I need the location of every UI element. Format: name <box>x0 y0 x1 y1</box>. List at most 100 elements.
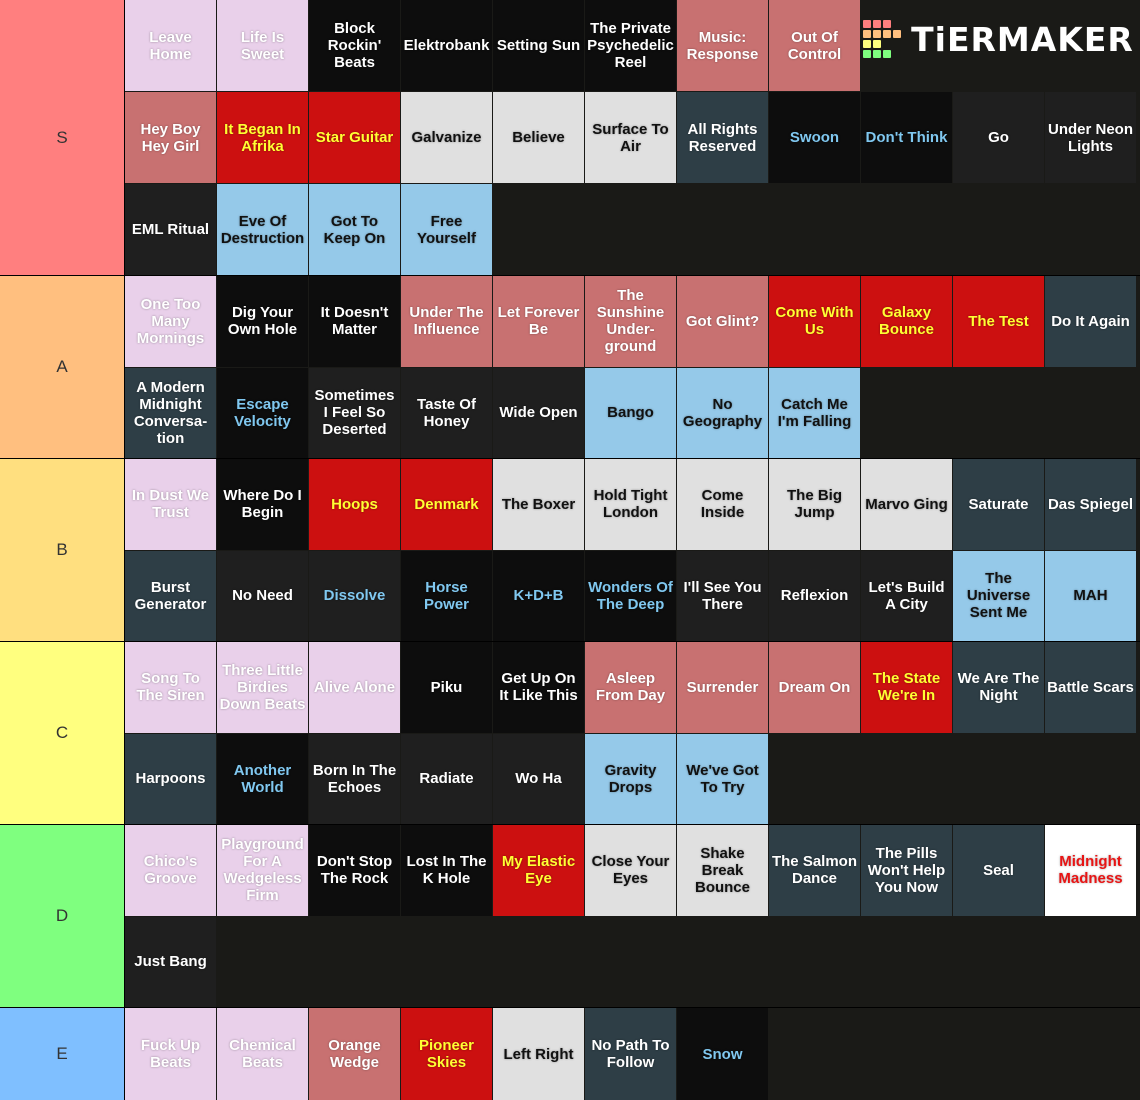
tier-item: Hoops <box>309 459 400 550</box>
tier-item: Under Neon Lights <box>1045 92 1136 183</box>
tier-item: Believe <box>493 92 584 183</box>
logo-text: TiERMAKER <box>911 20 1134 59</box>
tier-item: All Rights Reserved <box>677 92 768 183</box>
tier-item: The State We're In <box>861 642 952 733</box>
tier-item: Just Bang <box>125 916 216 1007</box>
tier-item: Hold Tight London <box>585 459 676 550</box>
tier-item: Left Right <box>493 1008 584 1100</box>
tier-item: Let Forever Be <box>493 276 584 367</box>
tier-row: C Song To The Siren Three Little Birdies D… <box>0 642 1140 824</box>
tier-item: Bango <box>585 367 676 458</box>
tier-item: Eve Of Destruction <box>217 184 308 275</box>
tier-item: Catch Me I'm Falling <box>769 367 860 458</box>
tier-item: K+D+B <box>493 550 584 641</box>
tier-item: It Doesn't Matter <box>309 276 400 367</box>
tier-item: Come With Us <box>769 276 860 367</box>
tier-item: Playground For A Wedgeless Firm <box>217 825 308 916</box>
tier-item: Dream On <box>769 642 860 733</box>
tier-item: Lost In The K Hole <box>401 825 492 916</box>
tier-item: Swoon <box>769 92 860 183</box>
tier-item: Piku <box>401 642 492 733</box>
tier-item: The Big Jump <box>769 459 860 550</box>
tier-item: Harpoons <box>125 733 216 824</box>
tier-item: Song To The Siren <box>125 642 216 733</box>
tier-item: Shake Break Bounce <box>677 825 768 916</box>
tier-item: Another World <box>217 733 308 824</box>
tier-item: Under The Influence <box>401 276 492 367</box>
tier-item: Denmark <box>401 459 492 550</box>
tier-items: In Dust We Trust Where Do I Begin Hoops Den… <box>125 459 1140 641</box>
tier-item: Wo Ha <box>493 733 584 824</box>
tier-item: In Dust We Trust <box>125 459 216 550</box>
tier-item: Out Of Control <box>769 0 860 91</box>
tier-item: It Began In Afrika <box>217 92 308 183</box>
tier-item: The Pills Won't Help You Now <box>861 825 952 916</box>
tier-item: Free Yourself <box>401 184 492 275</box>
tier-item: Leave Home <box>125 0 216 91</box>
tier-item: Gravity Drops <box>585 733 676 824</box>
tier-item: Hey Boy Hey Girl <box>125 92 216 183</box>
tier-label: A <box>0 276 124 458</box>
tier-row: E Fuck Up Beats Chemical Beats Orange Wedge… <box>0 1008 1140 1100</box>
tier-items: Leave Home Life Is Sweet Block Rockin' Bea… <box>125 0 1140 275</box>
tier-item: Asleep From Day <box>585 642 676 733</box>
tier-items: Chico's Groove Playground For A Wedgeless… <box>125 825 1140 1007</box>
tier-item: Surrender <box>677 642 768 733</box>
tier-item: Reflexion <box>769 550 860 641</box>
tier-item: I'll See You There <box>677 550 768 641</box>
tier-item: Come Inside <box>677 459 768 550</box>
tier-item: Let's Build A City <box>861 550 952 641</box>
tier-item: The Test <box>953 276 1044 367</box>
tier-row: A One Too Many Mornings Dig Your Own Hole I… <box>0 276 1140 458</box>
tier-item: Dig Your Own Hole <box>217 276 308 367</box>
tier-item: Close Your Eyes <box>585 825 676 916</box>
tier-item: Alive Alone <box>309 642 400 733</box>
tier-label: B <box>0 459 124 641</box>
tier-item: MAH <box>1045 550 1136 641</box>
tier-item: Midnight Madness <box>1045 825 1136 916</box>
tier-row: D Chico's Groove Playground For A Wedgeles… <box>0 825 1140 1007</box>
tier-item: Galvanize <box>401 92 492 183</box>
tier-item: Radiate <box>401 733 492 824</box>
tier-item: Do It Again <box>1045 276 1136 367</box>
tier-item: Where Do I Begin <box>217 459 308 550</box>
tier-item: Born In The Echoes <box>309 733 400 824</box>
tier-item: We Are The Night <box>953 642 1044 733</box>
logo: TiERMAKER <box>861 0 1136 91</box>
tier-item: No Path To Follow <box>585 1008 676 1100</box>
tier-item: Sometimes I Feel So Deserted <box>309 367 400 458</box>
tier-item: Don't Stop The Rock <box>309 825 400 916</box>
tier-item: Seal <box>953 825 1044 916</box>
tier-item: Das Spiegel <box>1045 459 1136 550</box>
tier-item: Don't Think <box>861 92 952 183</box>
tier-item: Taste Of Honey <box>401 367 492 458</box>
tier-item: EML Ritual <box>125 184 216 275</box>
tier-label: E <box>0 1008 124 1100</box>
tier-label: S <box>0 0 124 275</box>
tier-item: Get Up On It Like This <box>493 642 584 733</box>
tier-item: Chico's Groove <box>125 825 216 916</box>
tier-item: Go <box>953 92 1044 183</box>
tier-item: Wonders Of The Deep <box>585 550 676 641</box>
tier-item: Fuck Up Beats <box>125 1008 216 1100</box>
tier-item: No Geography <box>677 367 768 458</box>
tier-item: Wide Open <box>493 367 584 458</box>
tier-item: Music: Response <box>677 0 768 91</box>
tier-label: C <box>0 642 124 824</box>
tier-items: Fuck Up Beats Chemical Beats Orange Wedge P… <box>125 1008 1140 1100</box>
tier-item: My Elastic Eye <box>493 825 584 916</box>
tier-item: A Modern Midnight Conversa­tion <box>125 367 216 458</box>
tier-item: Marvo Ging <box>861 459 952 550</box>
tier-item: No Need <box>217 550 308 641</box>
tier-item: Got To Keep On <box>309 184 400 275</box>
tier-item: Pioneer Skies <box>401 1008 492 1100</box>
tier-item: Battle Scars <box>1045 642 1136 733</box>
tier-item: Horse Power <box>401 550 492 641</box>
tier-item: Block Rockin' Beats <box>309 0 400 91</box>
tier-item: We've Got To Try <box>677 733 768 824</box>
tier-item: Elektrobank <box>401 0 492 91</box>
tier-row: S Leave Home Life Is Sweet Block Rockin' Be… <box>0 0 1140 275</box>
tier-item: Galaxy Bounce <box>861 276 952 367</box>
